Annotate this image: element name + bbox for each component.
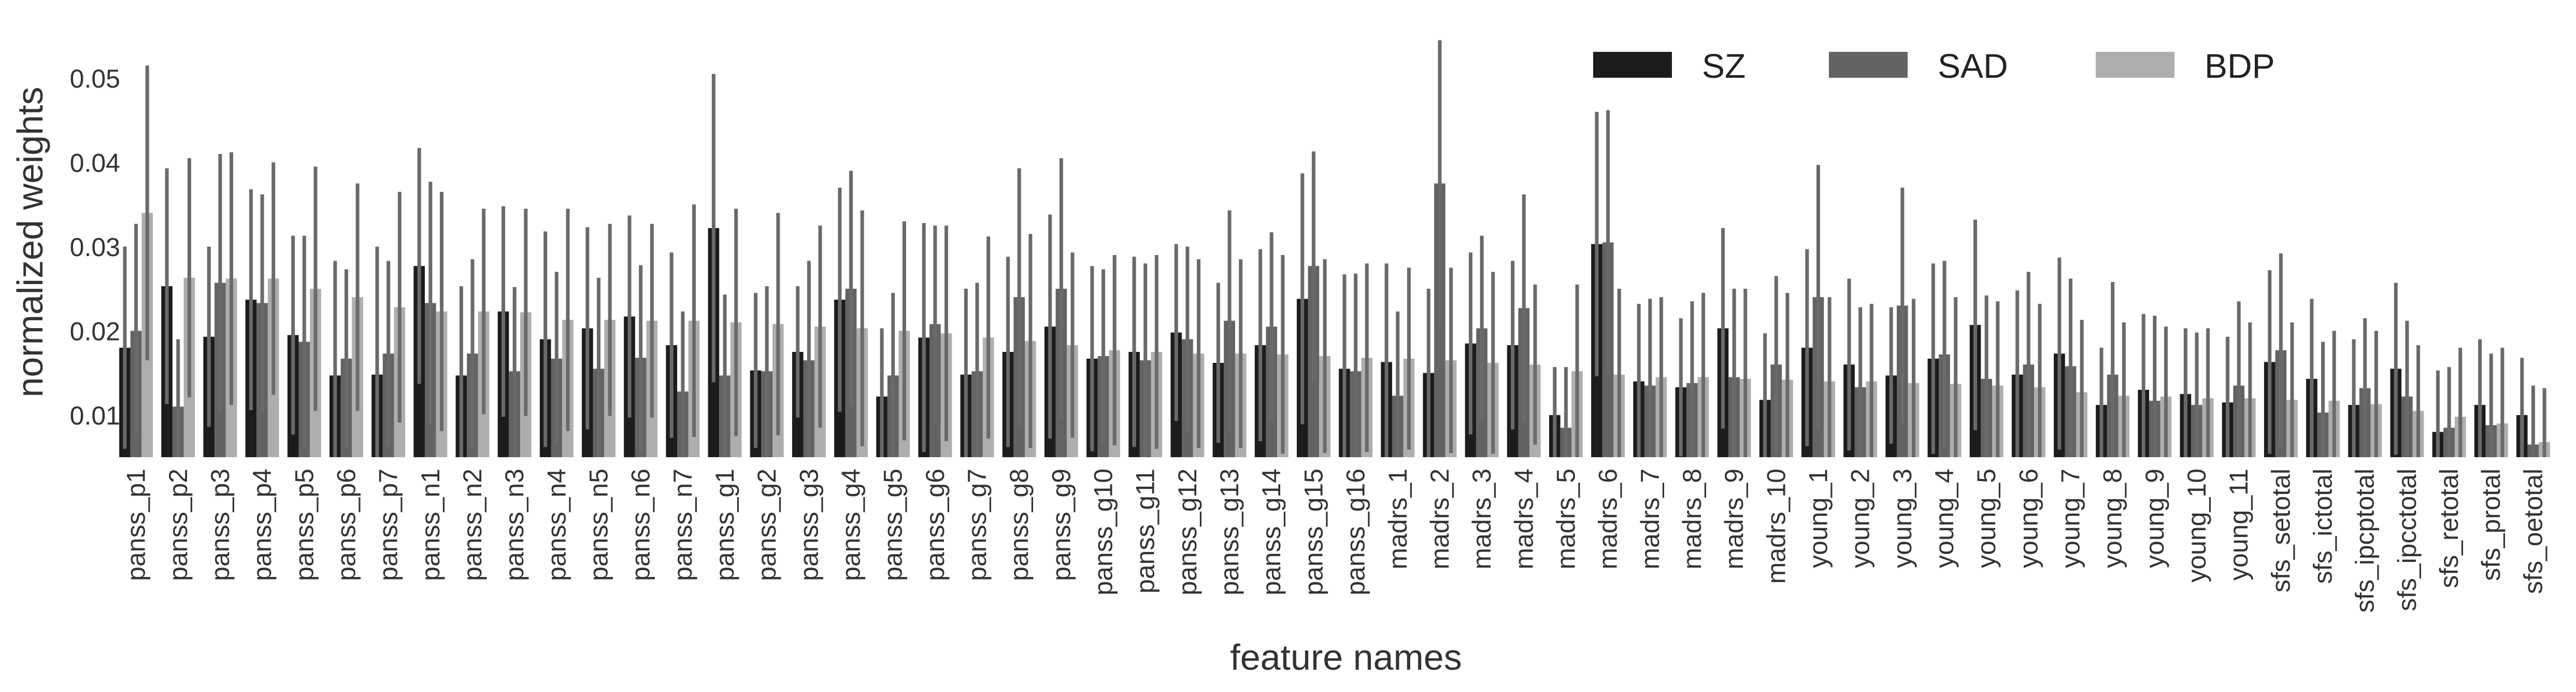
x-tick-label: sfs_ictotal [2309,469,2338,584]
x-tick-label: panss_n4 [542,469,571,581]
x-tick-label: madrs_4 [1509,469,1538,570]
y-axis-ticks: 0.01 0.02 0.03 0.04 0.05 [70,64,120,430]
x-tick-label: young_9 [2140,469,2169,568]
x-tick-label: panss_p7 [374,469,403,581]
x-tick-label: panss_g12 [1173,469,1202,596]
x-tick-label: panss_g2 [752,469,781,581]
x-tick-label: panss_g15 [1299,469,1328,596]
x-tick-label: panss_g5 [879,469,908,581]
x-tick-label: sfs_oetotal [2518,469,2548,594]
x-tick-label: panss_p4 [248,469,277,581]
x-tick-label: panss_n6 [626,469,655,581]
legend-swatch-sad [1829,52,1908,78]
x-tick-label: panss_p6 [332,469,361,581]
x-tick-label: panss_n5 [584,469,613,581]
x-tick-label: panss_g3 [794,469,823,581]
x-tick-label: madrs_5 [1551,469,1580,570]
legend-label-sz: SZ [1702,47,1745,85]
x-tick-label: panss_n2 [458,469,487,581]
x-tick-label: panss_g8 [1005,469,1034,581]
legend-swatch-sz [1593,52,1672,78]
x-tick-label: panss_p1 [122,469,151,581]
x-axis-ticks: panss_p1 panss_p2 panss_p3 panss_p4 panss_p5… [122,469,2548,613]
x-axis-label: feature names [1230,637,1462,677]
y-tick-label: 0.03 [70,233,120,262]
x-tick-label: sfs_setotal [2266,469,2295,592]
x-tick-label: panss_p3 [206,469,235,581]
x-tick-label: panss_g13 [1215,469,1244,596]
x-tick-label: young_4 [1930,469,1959,568]
x-tick-label: madrs_10 [1762,469,1791,584]
x-tick-label: panss_n3 [500,469,529,581]
x-tick-label: young_2 [1846,469,1875,568]
x-tick-label: panss_g7 [963,469,992,581]
x-tick-label: young_11 [2224,469,2253,581]
x-tick-label: young_10 [2182,469,2211,583]
x-tick-label: panss_p2 [164,469,193,581]
x-tick-label: panss_n7 [668,469,697,581]
x-tick-label: madrs_6 [1594,469,1623,570]
x-tick-label: panss_g10 [1089,469,1118,596]
x-tick-label: young_7 [2056,469,2085,568]
x-tick-label: young_8 [2098,469,2127,568]
x-tick-label: madrs_9 [1720,469,1749,570]
y-axis-label: normalized weights [10,87,50,397]
x-tick-label: sfs_ipcctotal [2393,469,2422,611]
x-tick-label: madrs_8 [1678,469,1707,570]
legend-swatch-bdp [2096,52,2174,78]
x-tick-label: panss_g14 [1257,469,1286,596]
x-tick-label: panss_p5 [290,469,319,581]
x-tick-label: panss_g16 [1341,469,1370,596]
x-tick-label: madrs_2 [1425,469,1454,570]
y-tick-label: 0.04 [70,148,120,177]
x-tick-label: young_5 [1972,469,2001,568]
y-tick-label: 0.01 [70,401,120,430]
x-tick-label: panss_g4 [837,469,866,581]
legend-label-sad: SAD [1938,47,2008,85]
x-tick-label: young_3 [1888,469,1917,568]
x-tick-label: young_1 [1804,469,1833,568]
x-tick-label: madrs_1 [1383,469,1412,570]
x-tick-label: sfs_ipcptotal [2351,469,2380,613]
x-tick-label: panss_g6 [921,469,950,581]
legend: SZ SAD BDP [1593,47,2275,85]
x-tick-label: panss_g11 [1131,469,1160,594]
x-tick-label: panss_n1 [416,469,445,581]
x-tick-label: young_6 [2014,469,2043,568]
x-tick-label: madrs_7 [1636,469,1665,570]
x-tick-label: panss_g1 [710,469,739,581]
y-tick-label: 0.02 [70,317,120,346]
x-tick-label: sfs_protal [2477,469,2506,581]
x-tick-label: madrs_3 [1467,469,1496,570]
x-tick-label: panss_g9 [1047,469,1076,581]
x-tick-label: sfs_retotal [2435,469,2464,588]
error-bars-layer [123,40,2546,457]
y-tick-label: 0.05 [70,64,120,93]
legend-label-bdp: BDP [2205,47,2275,85]
